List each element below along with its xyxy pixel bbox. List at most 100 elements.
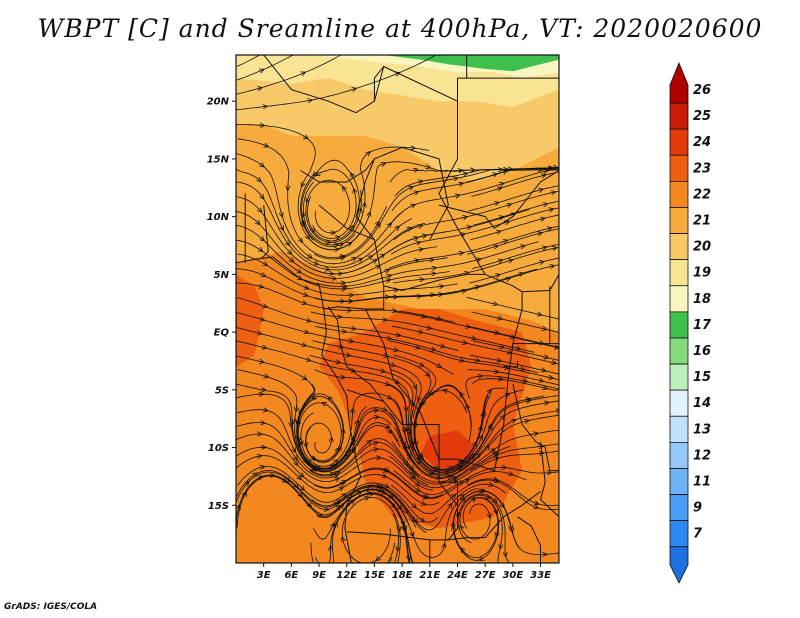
- streamline-arrow: [542, 204, 545, 205]
- streamline-arrow: [376, 223, 378, 227]
- streamline-arrow: [301, 302, 304, 303]
- colorbar-swatch: [669, 128, 689, 156]
- streamline-arrow: [336, 501, 339, 503]
- streamline: [236, 474, 404, 525]
- streamline: [237, 138, 388, 259]
- streamline-arrow: [341, 495, 344, 497]
- lon-tick-label: 27E: [475, 570, 496, 581]
- border-line: [373, 66, 385, 102]
- lat-tick-label: 20N: [207, 97, 230, 108]
- streamline-arrow: [539, 219, 543, 220]
- streamline-arrow: [372, 449, 376, 450]
- streamline-arrow: [238, 507, 239, 511]
- streamline-arrow: [510, 214, 513, 215]
- streamline-arrow: [518, 274, 521, 275]
- streamline: [236, 55, 437, 111]
- streamline-arrow: [410, 465, 412, 468]
- streamline-arrow: [419, 395, 420, 400]
- streamline-arrow: [460, 291, 464, 292]
- streamline-arrow: [489, 511, 490, 516]
- streamline-arrow: [532, 434, 536, 435]
- streamline-arrow: [305, 359, 309, 360]
- streamline-arrow: [288, 250, 290, 253]
- streamline: [236, 455, 440, 506]
- streamline-arrow: [260, 237, 263, 239]
- streamline-arrow: [381, 475, 384, 476]
- border-line: [438, 481, 541, 541]
- streamline-arrow: [462, 174, 465, 175]
- streamline-arrow: [259, 467, 262, 468]
- colorbar-label: 9: [693, 501, 702, 516]
- streamline-arrow: [490, 450, 493, 452]
- streamline-arrow: [384, 383, 387, 384]
- streamline: [468, 185, 559, 212]
- streamline-arrow: [480, 438, 482, 442]
- streamline-arrow: [380, 164, 384, 165]
- colorbar-label: 24: [693, 135, 711, 150]
- streamline-arrow: [338, 488, 341, 490]
- streamline-arrow: [262, 410, 266, 411]
- streamline-arrow: [317, 514, 320, 516]
- streamline-arrow: [502, 241, 505, 242]
- streamline-arrow: [300, 486, 303, 489]
- streamline-arrow: [461, 342, 465, 343]
- colorbar-label: 17: [693, 318, 712, 333]
- streamline: [314, 168, 517, 260]
- latitude-axis: 20N 15N 10N 5N EQ 5S 10S 15S: [207, 97, 236, 512]
- streamline-arrow: [413, 260, 416, 261]
- streamline-arrow: [503, 367, 506, 368]
- streamline-arrow: [392, 349, 396, 350]
- streamline: [236, 168, 413, 268]
- streamline-arrow: [257, 178, 260, 180]
- streamline-arrow: [385, 280, 389, 281]
- streamline-arrow: [378, 557, 381, 559]
- streamline-arrow: [382, 355, 386, 356]
- streamline: [466, 297, 559, 320]
- streamline-arrow: [412, 504, 415, 506]
- streamline-arrow: [282, 479, 285, 481]
- streamline-arrow: [313, 262, 316, 263]
- streamline-arrow: [538, 380, 541, 381]
- streamline-arrow: [314, 466, 317, 468]
- streamline-arrow: [463, 273, 467, 274]
- streamline: [236, 268, 457, 302]
- lat-tick-label: 15S: [208, 501, 229, 512]
- streamline-arrow: [343, 539, 344, 544]
- streamline: [237, 466, 438, 523]
- streamline: [390, 369, 524, 473]
- colorbar-swatch: [669, 441, 689, 469]
- streamline-arrow: [519, 246, 523, 247]
- map-frame: [235, 54, 560, 564]
- streamline-arrow: [550, 362, 554, 363]
- streamline-arrow: [299, 238, 301, 241]
- streamlines: [236, 53, 559, 563]
- streamline-arrow: [261, 347, 264, 348]
- streamline-arrow: [286, 478, 289, 480]
- streamline: [472, 394, 559, 457]
- streamline-arrow: [399, 525, 400, 529]
- border-line: [539, 441, 559, 518]
- streamline-arrow: [368, 257, 371, 259]
- streamline-arrow: [307, 255, 310, 257]
- colorbar-label: 16: [693, 344, 711, 359]
- streamline-arrow: [300, 473, 303, 475]
- streamline-arrow: [294, 455, 296, 458]
- streamline-arrow: [507, 260, 511, 261]
- streamline-arrow: [294, 461, 296, 464]
- streamline-arrow: [261, 53, 264, 55]
- streamline-arrow: [378, 486, 381, 487]
- streamline-arrow: [496, 188, 500, 189]
- streamline-arrow: [426, 372, 429, 375]
- streamline-arrow: [306, 100, 310, 101]
- streamline-arrow: [498, 346, 502, 347]
- lat-tick-label: EQ: [214, 328, 230, 339]
- streamline-arrow: [548, 209, 551, 210]
- lon-tick-label: 3E: [257, 570, 271, 581]
- streamline-arrow: [344, 188, 346, 191]
- streamline-arrow: [491, 174, 495, 175]
- colorbar-swatch: [669, 546, 689, 584]
- streamline-arrow: [388, 225, 390, 228]
- streamline-arrow: [454, 196, 458, 197]
- colorbar-label: 14: [693, 396, 711, 411]
- streamline-arrow: [301, 438, 302, 443]
